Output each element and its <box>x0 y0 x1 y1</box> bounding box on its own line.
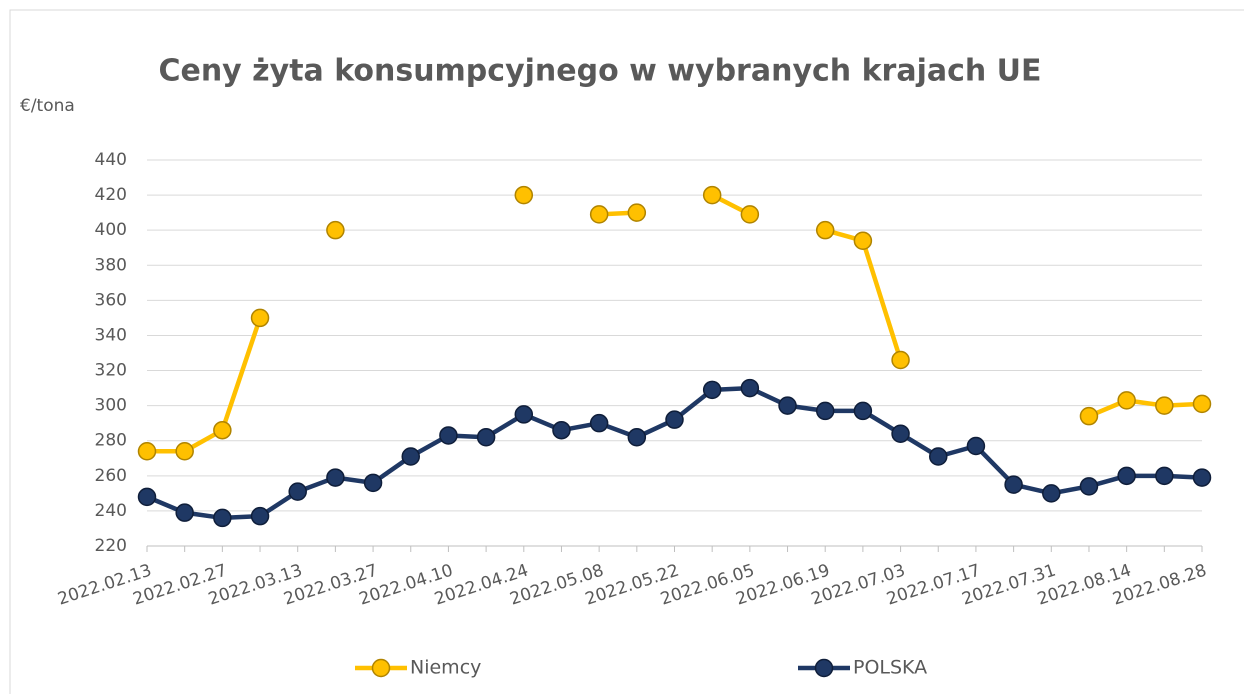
point <box>1117 466 1136 486</box>
y-tick-label: 340 <box>95 325 127 345</box>
y-tick-label: 300 <box>95 396 127 416</box>
point <box>589 205 609 224</box>
point <box>740 378 760 398</box>
chart-border <box>9 9 1244 694</box>
point <box>627 427 647 447</box>
point <box>665 410 684 429</box>
point <box>1079 477 1099 496</box>
legend-label: Niemcy <box>410 657 481 679</box>
point <box>966 436 986 456</box>
point <box>1155 396 1174 415</box>
legend-marker <box>371 658 391 678</box>
point <box>326 220 345 240</box>
point <box>891 424 910 443</box>
point <box>401 447 420 466</box>
point <box>213 508 232 528</box>
point <box>778 396 797 415</box>
point <box>589 413 609 433</box>
point <box>476 427 496 447</box>
y-tick-label: 360 <box>95 290 127 310</box>
point <box>1192 468 1212 487</box>
point <box>853 231 873 250</box>
chart-title: Ceny żyta konsumpcyjnego w wybranych kra… <box>158 54 1041 89</box>
point <box>891 350 910 370</box>
point <box>1004 475 1023 494</box>
point <box>137 487 157 507</box>
point <box>439 426 458 445</box>
point <box>175 442 194 461</box>
point <box>702 185 722 205</box>
point <box>514 405 534 424</box>
y-axis-label: €/tona <box>20 96 75 116</box>
y-tick-label: 380 <box>95 255 127 275</box>
legend-marker <box>814 658 834 678</box>
point <box>1079 406 1099 426</box>
point <box>514 185 534 205</box>
legend-label: POLSKA <box>853 657 927 679</box>
y-tick-label: 400 <box>95 220 127 240</box>
point <box>250 506 270 526</box>
point <box>326 468 345 487</box>
point <box>552 420 571 440</box>
point <box>250 308 270 328</box>
y-tick-label: 420 <box>95 185 127 205</box>
y-tick-label: 220 <box>95 536 127 556</box>
y-tick-label: 440 <box>95 150 127 170</box>
point <box>288 482 307 501</box>
point <box>815 220 835 240</box>
point <box>1117 391 1136 410</box>
y-tick-label: 280 <box>95 431 127 451</box>
point <box>853 401 873 421</box>
point <box>175 503 194 522</box>
point <box>137 442 157 461</box>
y-tick-label: 320 <box>95 361 127 381</box>
point <box>363 473 383 493</box>
point <box>1042 484 1061 503</box>
point <box>213 420 232 440</box>
point <box>627 203 647 222</box>
point <box>1155 466 1174 486</box>
point <box>740 205 760 224</box>
point <box>702 380 722 400</box>
point <box>929 447 948 466</box>
point <box>815 401 835 421</box>
y-tick-label: 240 <box>95 501 127 521</box>
y-tick-label: 260 <box>95 466 127 486</box>
series-line <box>147 193 1203 454</box>
point <box>1192 394 1212 414</box>
